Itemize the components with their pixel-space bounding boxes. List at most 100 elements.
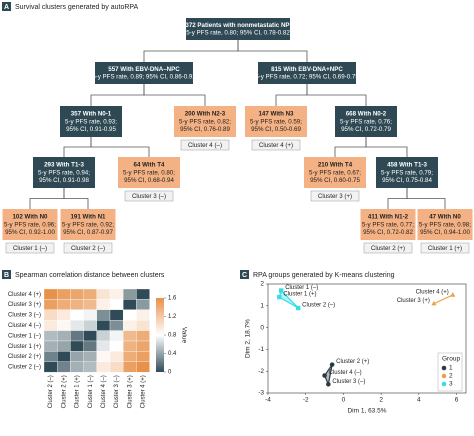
point bbox=[295, 305, 301, 311]
leaf-box bbox=[420, 242, 470, 254]
heat-cell bbox=[70, 320, 84, 331]
leaf-box bbox=[251, 139, 301, 151]
heat-cell bbox=[70, 351, 84, 362]
tree-node bbox=[118, 157, 180, 188]
point-label: Cluster 3 (–) bbox=[332, 379, 365, 385]
node-text: 210 With T4 bbox=[318, 162, 353, 169]
node-text: 95% CI, 0.91-0.98 bbox=[39, 177, 89, 184]
node-text: 5-y PFS rate, 0.76; bbox=[340, 118, 392, 125]
legend-label: 1 bbox=[449, 365, 453, 372]
x-tick-label: Cluster 2 (+) bbox=[61, 375, 67, 408]
heat-cell bbox=[136, 299, 150, 310]
heat-cell bbox=[57, 320, 71, 331]
x-tick-label: Cluster 1 (–) bbox=[88, 375, 94, 408]
tree-edge bbox=[90, 84, 145, 106]
node-text: 95% CI, 0.75-0.84 bbox=[382, 177, 432, 184]
leaf-label: Cluster 4 (+) bbox=[259, 142, 293, 149]
panel-title: RPA groups generated by K-means clusteri… bbox=[253, 272, 395, 279]
node-text: 95% CI, 0.92-1.00 bbox=[5, 229, 55, 236]
colorbar bbox=[156, 298, 164, 372]
panel-title: Survival clusters generated by autoRPA bbox=[15, 4, 139, 11]
node-text: 64 With T4 bbox=[134, 162, 165, 169]
node-text: 191 With N1 bbox=[70, 214, 106, 221]
y-tick-label: Cluster 3 (–) bbox=[8, 313, 41, 319]
heat-cell bbox=[70, 361, 84, 373]
node-text: 95% CI, 0.68-0.94 bbox=[124, 177, 174, 184]
point bbox=[326, 381, 331, 387]
y-tick-label: Cluster 2 (–) bbox=[8, 365, 41, 371]
heat-cell bbox=[83, 309, 97, 321]
colorbar-tick-label: 1.2 bbox=[168, 314, 177, 320]
legend-swatch bbox=[441, 381, 447, 387]
node-text: 95% CI, 0.72-0.79 bbox=[341, 126, 391, 133]
heat-cell bbox=[109, 299, 124, 310]
panel-label-box bbox=[2, 270, 11, 279]
node-text: 458 With T1-3 bbox=[387, 162, 427, 169]
leaf-label: Cluster 4 (–) bbox=[188, 142, 222, 149]
legend-label: 3 bbox=[449, 381, 453, 388]
node-text: 815 With EBV-DNA+NPC bbox=[271, 66, 343, 73]
node-text: 411 With N1-2 bbox=[368, 214, 409, 221]
heat-cell bbox=[136, 330, 150, 342]
legend-label: 2 bbox=[449, 373, 453, 380]
group-hull bbox=[433, 294, 454, 305]
node-text: 5-y PFS rate, 0.94; bbox=[38, 169, 90, 176]
heat-cell bbox=[70, 309, 84, 321]
leaf-box bbox=[363, 242, 413, 254]
heat-cell bbox=[57, 351, 71, 362]
heat-cell bbox=[57, 330, 71, 342]
legend-swatch bbox=[441, 365, 447, 371]
tree-edge bbox=[143, 84, 206, 106]
heat-cell bbox=[109, 330, 124, 342]
leaf-box bbox=[310, 190, 360, 202]
point bbox=[279, 288, 284, 293]
node-text: 95% CI, 0.91-0.95 bbox=[66, 126, 116, 133]
panel-label: A bbox=[4, 4, 9, 11]
x-tick-label: 6 bbox=[455, 397, 459, 404]
y-tick-label: Cluster 4 (–) bbox=[8, 323, 41, 329]
node-text: 668 With N0-2 bbox=[346, 111, 387, 118]
panel-label: B bbox=[4, 272, 9, 279]
tree-node bbox=[376, 157, 438, 188]
tree-edge bbox=[365, 137, 408, 157]
tree-edge bbox=[63, 137, 92, 157]
heat-cell bbox=[109, 320, 124, 331]
leaf-box bbox=[180, 139, 230, 151]
x-tick-label: Cluster 1 (+) bbox=[75, 375, 81, 408]
leaf-box bbox=[63, 242, 113, 254]
tree-edge bbox=[29, 188, 65, 209]
heat-cell bbox=[57, 340, 71, 352]
leaf-label: Cluster 3 (+) bbox=[318, 193, 352, 200]
x-tick-label: -4 bbox=[265, 397, 271, 404]
heat-cell bbox=[123, 351, 137, 362]
x-tick-label: -2 bbox=[303, 397, 309, 404]
tree-edge bbox=[334, 137, 367, 157]
heat-cell bbox=[123, 320, 137, 331]
heat-cell bbox=[136, 320, 150, 331]
node-text: 95% CI, 0.94-1.00 bbox=[420, 229, 470, 236]
node-text: 95% CI, 0.50-0.69 bbox=[251, 126, 301, 133]
node-text: 557 With EBV-DNA–NPC bbox=[108, 66, 180, 73]
tree-node bbox=[60, 209, 116, 240]
tree-edge bbox=[387, 188, 408, 209]
heat-cell bbox=[109, 361, 124, 373]
heat-cell bbox=[96, 309, 111, 321]
heat-cell bbox=[43, 309, 58, 321]
heat-cell bbox=[43, 351, 58, 362]
heat-cell bbox=[57, 309, 71, 321]
node-text: 293 With T1-3 bbox=[44, 162, 84, 169]
heat-cell bbox=[96, 288, 111, 300]
point bbox=[322, 373, 327, 378]
point-label: Cluster 4 (+) bbox=[416, 289, 449, 295]
y-tick-label: Cluster 1 (–) bbox=[8, 333, 41, 339]
tree-edge bbox=[143, 40, 239, 62]
y-axis-title: Dim 2, 18.7% bbox=[245, 319, 252, 358]
node-text: 5-y PFS rate, 0.79; bbox=[381, 169, 433, 176]
heat-cell bbox=[83, 330, 97, 342]
node-text: 95% CI, 0.72-0.82 bbox=[363, 229, 413, 236]
tree-edge bbox=[275, 84, 308, 106]
tree-node bbox=[2, 209, 58, 240]
tree-node bbox=[335, 106, 397, 137]
x-tick-label: Cluster 3 (+) bbox=[127, 375, 133, 408]
tree-node bbox=[174, 106, 236, 137]
